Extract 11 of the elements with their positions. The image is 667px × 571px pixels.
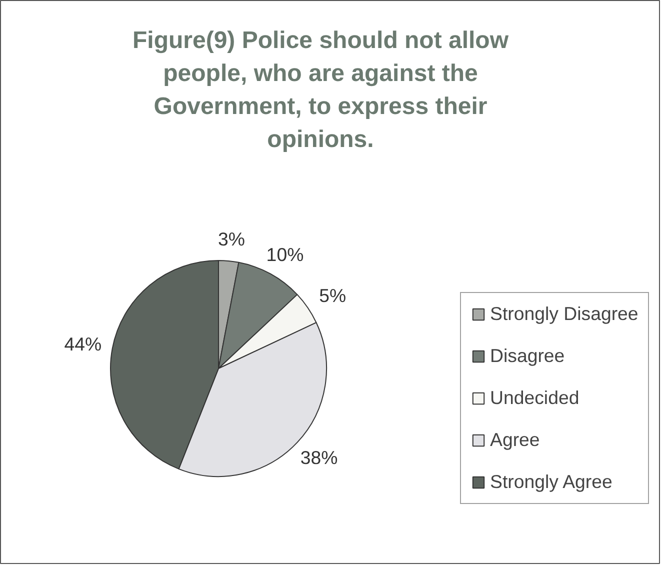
legend-label: Disagree xyxy=(490,345,565,367)
legend-label: Strongly Disagree xyxy=(490,303,638,325)
data-label: 3% xyxy=(218,228,245,250)
data-label: 44% xyxy=(64,334,102,355)
legend-label: Agree xyxy=(490,429,540,451)
chart-title: Figure(9) Police should not allow people, who are against the Government, to express their opinions. xyxy=(132,27,509,153)
data-label: 38% xyxy=(300,446,338,468)
legend-label: Strongly Agree xyxy=(490,471,612,493)
data-label: 10% xyxy=(266,244,304,266)
legend-label: Undecided xyxy=(490,387,580,409)
data-label: 5% xyxy=(319,284,346,306)
